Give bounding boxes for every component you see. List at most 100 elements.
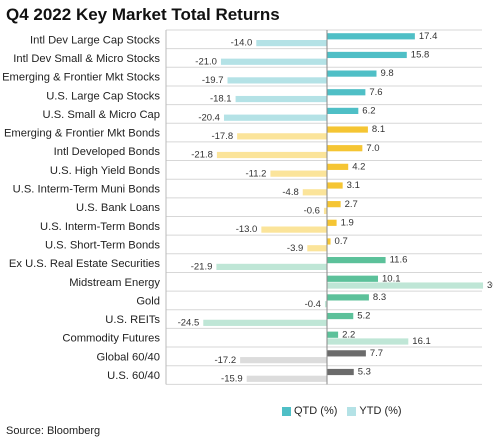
bar-ytd <box>240 357 327 364</box>
bar-ytd <box>246 375 327 382</box>
data-label-qtd: 5.2 <box>357 311 370 322</box>
bar-ytd <box>327 338 409 345</box>
data-label-qtd: 6.2 <box>362 106 375 117</box>
category-label: Emerging & Frontier Mkt Bonds <box>4 128 160 140</box>
bar-qtd <box>327 126 368 133</box>
data-label-qtd: 5.3 <box>358 367 371 378</box>
bar-qtd <box>327 33 415 40</box>
bar-ytd <box>216 263 327 270</box>
data-label-qtd: 3.1 <box>347 180 360 191</box>
bar-ytd <box>227 77 327 84</box>
data-label-ytd: -21.9 <box>191 262 213 273</box>
data-label-qtd: 7.7 <box>370 348 383 359</box>
bar-qtd <box>327 294 369 301</box>
legend-swatch-ytd <box>347 406 357 416</box>
category-label: U.S. Interm-Term Muni Bonds <box>13 184 161 196</box>
bar-ytd <box>216 151 327 159</box>
category-label: U.S. Bank Loans <box>76 202 160 214</box>
bar-qtd <box>327 331 339 338</box>
data-label-ytd: -0.6 <box>304 206 320 217</box>
data-label-ytd: -11.2 <box>245 168 266 179</box>
category-label: U.S. Short-Term Bonds <box>45 239 160 251</box>
bar-ytd <box>256 40 327 47</box>
bar-chart: Intl Dev Large Cap Stocks 17.4 -14.0 Intl D… <box>2 29 493 385</box>
bar-ytd <box>237 133 327 140</box>
legend-label-qtd: QTD (%) <box>294 405 338 417</box>
category-label: Commodity Futures <box>62 333 160 345</box>
bar-ytd <box>220 58 327 65</box>
data-label-qtd: 2.2 <box>342 329 355 340</box>
data-label-ytd: 30.9 <box>487 280 493 291</box>
bar-ytd <box>235 95 327 103</box>
bar-qtd <box>327 201 341 208</box>
chart-title: Q4 2022 Key Market Total Returns <box>6 5 280 24</box>
data-label-ytd: -24.5 <box>178 317 200 328</box>
data-label-ytd: -4.8 <box>282 187 298 198</box>
data-label-ytd: -17.2 <box>214 355 236 366</box>
category-label: U.S. Interm-Term Bonds <box>40 221 160 233</box>
category-label: U.S. High Yield Bonds <box>50 165 160 177</box>
category-label: U.S. Small & Micro Cap <box>43 109 161 121</box>
bar-qtd <box>327 350 366 357</box>
legend-item-qtd: QTD (%) <box>282 405 337 417</box>
data-label-qtd: 11.6 <box>390 255 408 266</box>
legend-label-ytd: YTD (%) <box>359 405 402 417</box>
chart-legend: QTD (%) YTD (%) <box>282 405 402 417</box>
bar-ytd <box>203 319 327 326</box>
bar-qtd <box>327 312 354 320</box>
data-label-qtd: 4.2 <box>352 161 365 172</box>
data-label-ytd: 16.1 <box>412 336 431 347</box>
data-label-ytd: -13.0 <box>236 224 258 235</box>
data-label-ytd: -20.4 <box>198 112 220 123</box>
bar-qtd <box>327 238 331 245</box>
data-label-ytd: -14.0 <box>231 38 253 49</box>
bar-qtd <box>327 107 359 114</box>
bar-qtd <box>327 163 349 170</box>
bar-qtd <box>327 219 337 226</box>
data-label-qtd: 8.1 <box>372 124 385 135</box>
legend-swatch-qtd <box>282 406 291 416</box>
data-label-ytd: -21.8 <box>191 150 213 161</box>
bar-qtd <box>327 275 379 282</box>
data-label-ytd: -17.8 <box>211 131 233 142</box>
category-label: Ex U.S. Real Estate Securities <box>9 258 160 270</box>
bar-ytd <box>302 189 327 196</box>
category-label: Intl Dev Large Cap Stocks <box>30 34 160 46</box>
category-label: U.S. REITs <box>105 314 160 326</box>
category-label: Midstream Energy <box>69 277 160 289</box>
bar-ytd <box>327 282 484 289</box>
data-label-ytd: -15.9 <box>221 373 243 384</box>
bar-ytd <box>270 170 327 177</box>
data-label-qtd: 2.7 <box>345 199 358 210</box>
data-label-ytd: -18.1 <box>210 94 232 105</box>
data-label-qtd: 7.0 <box>366 143 379 154</box>
bar-ytd <box>323 207 327 215</box>
bar-ytd <box>223 114 327 121</box>
bar-ytd <box>261 226 327 233</box>
category-label: Intl Developed Bonds <box>54 146 161 158</box>
category-label: Emerging & Frontier Mkt Stocks <box>2 72 160 84</box>
source-note: Source: Bloomberg <box>6 425 101 437</box>
data-label-ytd: -21.0 <box>195 56 217 67</box>
bar-ytd <box>324 301 327 308</box>
data-label-ytd: -0.4 <box>305 299 321 310</box>
bar-ytd <box>307 245 327 252</box>
category-label: U.S. Large Cap Stocks <box>46 90 160 102</box>
data-label-qtd: 1.9 <box>341 217 354 228</box>
data-label-qtd: 0.7 <box>335 236 348 247</box>
bar-qtd <box>327 257 386 264</box>
data-label-qtd: 8.3 <box>373 292 386 303</box>
legend-item-ytd: YTD (%) <box>347 405 402 417</box>
data-label-qtd: 9.8 <box>380 68 393 79</box>
bar-qtd <box>327 182 343 189</box>
data-label-qtd: 10.1 <box>382 273 401 284</box>
bar-qtd <box>327 89 366 96</box>
data-label-qtd: 15.8 <box>411 50 430 61</box>
data-label-qtd: 7.6 <box>369 87 382 98</box>
category-label: Gold <box>136 295 160 307</box>
bar-qtd <box>327 145 363 152</box>
category-label: Intl Dev Small & Micro Stocks <box>13 53 160 65</box>
data-label-ytd: -19.7 <box>202 75 224 86</box>
bar-qtd <box>327 51 407 59</box>
data-label-qtd: 17.4 <box>419 31 438 42</box>
